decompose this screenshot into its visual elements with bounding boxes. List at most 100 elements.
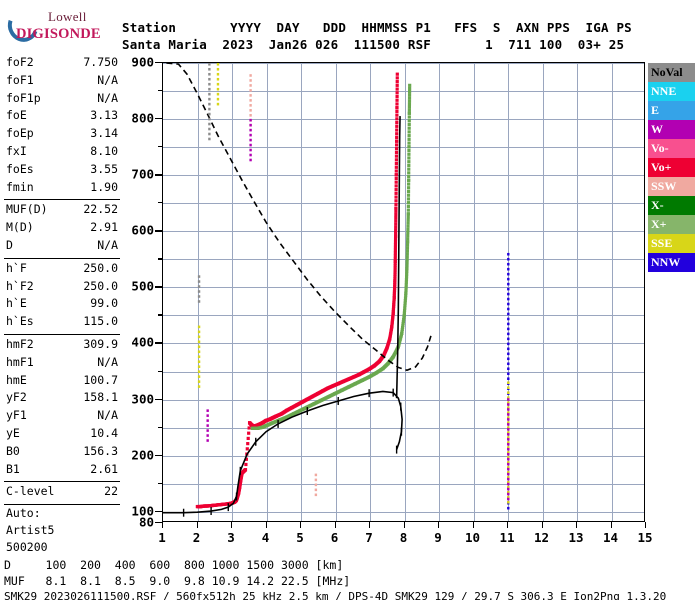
echo-point xyxy=(404,291,408,295)
noise-point xyxy=(507,481,510,484)
echo-point xyxy=(406,193,411,197)
param-row: hmE 100.7 xyxy=(4,373,120,391)
legend-item-sse[interactable]: SSE xyxy=(648,234,695,253)
noise-point xyxy=(314,488,318,492)
noise-point xyxy=(507,337,510,341)
gridline-vertical xyxy=(370,63,371,521)
trace-muf-curve-black-dashed xyxy=(166,63,432,372)
noise-point xyxy=(208,102,211,106)
echo-point xyxy=(400,325,405,330)
legend-item-vo[interactable]: Vo+ xyxy=(648,158,695,177)
x-tick-label: 6 xyxy=(330,530,339,545)
param-key: h`Es xyxy=(6,314,34,329)
noise-point xyxy=(249,148,252,152)
param-key: B1 xyxy=(6,461,20,476)
ionogram-parameter-table: foF2 7.750 foF1 N/A foF1p N/A foE 3.13 foEp 3.14 f… xyxy=(4,55,120,558)
noise-point xyxy=(507,406,510,409)
echo-point xyxy=(391,309,395,314)
echo-point xyxy=(394,222,398,226)
echo-point xyxy=(407,182,411,186)
y-tick-minor xyxy=(158,202,162,204)
echo-point xyxy=(407,152,411,156)
noise-point xyxy=(507,381,510,385)
legend-item-w[interactable]: W xyxy=(648,120,695,139)
legend-item-nnw[interactable]: NNW xyxy=(648,253,695,272)
param-row: yE 10.4 xyxy=(4,426,120,444)
legend-item-x[interactable]: X- xyxy=(648,196,695,215)
x-tick xyxy=(472,522,474,528)
echo-point xyxy=(393,237,398,241)
echo-point xyxy=(393,248,397,252)
y-tick-label: 900 xyxy=(131,54,154,70)
echo-point xyxy=(403,299,407,303)
noise-point xyxy=(507,287,510,291)
legend-item-ssw[interactable]: SSW xyxy=(648,177,695,196)
echo-point xyxy=(392,304,396,308)
y-tick-major xyxy=(155,342,162,344)
noise-point xyxy=(314,493,318,497)
echo-point xyxy=(394,161,398,166)
noise-point xyxy=(507,398,510,401)
legend-item-noval[interactable]: NoVal xyxy=(648,63,695,82)
auto-name-text: Artist5 xyxy=(6,523,55,538)
param-value: 3.55 xyxy=(90,161,118,176)
legend-item-vo[interactable]: Vo- xyxy=(648,139,695,158)
param-key: M(D) xyxy=(6,220,34,235)
noise-point xyxy=(507,487,510,491)
echo-point xyxy=(391,311,395,315)
echo-point xyxy=(391,308,396,312)
param-row: foF1 N/A xyxy=(4,73,120,91)
noise-point xyxy=(507,357,510,361)
echo-point xyxy=(400,327,404,332)
gridline-horizontal xyxy=(163,455,644,457)
echo-point xyxy=(406,212,410,216)
auto-code: 500200 xyxy=(4,541,120,558)
echo-point xyxy=(405,255,409,259)
gridline-horizontal xyxy=(163,203,644,205)
param-key: foF1p xyxy=(6,90,41,105)
noise-point xyxy=(507,495,510,499)
legend-item-e[interactable]: E xyxy=(648,101,695,120)
param-divider xyxy=(4,257,120,259)
y-tick-minor xyxy=(158,90,162,92)
noise-point xyxy=(507,482,510,486)
footer-distance-row: D 100 200 400 600 800 1000 1500 3000 [km… xyxy=(4,558,344,572)
y-tick-label: 200 xyxy=(131,447,154,463)
gridline-horizontal xyxy=(163,399,644,401)
echo-point xyxy=(401,323,405,328)
y-tick-label: 400 xyxy=(131,334,154,350)
echo-point xyxy=(392,301,396,305)
noise-point xyxy=(507,421,510,424)
noise-point xyxy=(206,429,209,432)
param-value: 10.4 xyxy=(90,425,118,440)
param-value: 2.61 xyxy=(90,461,118,476)
ionogram-plot[interactable] xyxy=(162,62,645,522)
noise-point xyxy=(249,94,252,97)
param-row: fmin 1.90 xyxy=(4,180,120,198)
noise-column xyxy=(507,398,510,501)
noise-point xyxy=(216,67,220,71)
echo-point xyxy=(246,436,250,441)
noise-point xyxy=(507,433,510,436)
echo-point xyxy=(406,215,410,219)
echo-point xyxy=(393,272,397,276)
noise-point xyxy=(197,295,201,298)
param-row: M(D) 2.91 xyxy=(4,220,120,238)
legend-item-nne[interactable]: NNE xyxy=(648,82,695,101)
gridline-vertical xyxy=(439,63,440,521)
param-value: 156.3 xyxy=(83,443,118,458)
x-tick-label: 5 xyxy=(296,530,304,545)
noise-point xyxy=(249,114,252,117)
noise-point xyxy=(507,436,510,439)
noise-point xyxy=(507,408,510,411)
legend-item-x[interactable]: X+ xyxy=(648,215,695,234)
echo-point xyxy=(405,264,409,268)
noise-column xyxy=(249,74,252,127)
x-tick-label: 9 xyxy=(434,530,442,545)
noise-point xyxy=(314,473,318,477)
trace-x-trace-green xyxy=(250,83,412,430)
footer-muf-row: MUF 8.1 8.1 8.5 9.0 9.8 10.9 14.2 22.5 [… xyxy=(4,574,351,588)
noise-point xyxy=(208,97,211,101)
echo-point xyxy=(393,266,397,270)
noise-point xyxy=(507,426,510,429)
